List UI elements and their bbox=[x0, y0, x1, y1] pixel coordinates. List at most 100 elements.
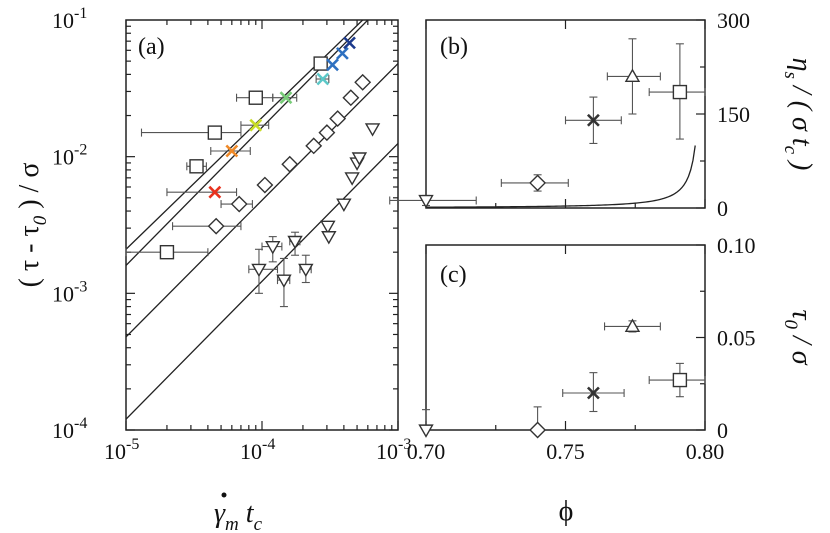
data-point-square bbox=[672, 372, 688, 388]
data-point-triangle-down bbox=[287, 235, 303, 250]
y-tick-label: 0.05 bbox=[717, 326, 756, 351]
panel-a-label: (a) bbox=[138, 34, 165, 60]
x-tick-exp: -3 bbox=[398, 436, 411, 453]
y-tick-exp: -2 bbox=[74, 142, 87, 159]
data-point-diamond bbox=[281, 155, 299, 173]
panel-c-plot-area: 0.70 0.75 0.800 0.05 0.10 bbox=[407, 233, 756, 464]
cross-stroke bbox=[326, 58, 339, 72]
data-point-cross bbox=[225, 144, 239, 158]
data-point-diamond bbox=[230, 195, 248, 213]
fit-line-4 bbox=[126, 142, 398, 420]
panel-c-x-axis-label: ϕ bbox=[559, 496, 574, 527]
panel-a-plot-area: 10-5 10-4 10-310-410-310-210-1 bbox=[52, 5, 411, 464]
data-point-cross bbox=[249, 118, 263, 132]
y-tick-label: 0 bbox=[717, 418, 728, 443]
y-tick-exp: -4 bbox=[74, 415, 87, 432]
data-point-triangle-up bbox=[624, 68, 641, 82]
x-label-sub-c: c bbox=[254, 514, 263, 533]
series-triangle-down-3 bbox=[248, 123, 381, 308]
fit-line-3 bbox=[126, 63, 398, 338]
data-point-triangle-down bbox=[364, 123, 381, 137]
cross-stroke bbox=[586, 113, 600, 127]
y-tick-label: 0 bbox=[717, 196, 728, 221]
panel-b-y-axis-label: ηs / ( σ tc ) bbox=[780, 58, 817, 171]
y-tick-base: 10 bbox=[52, 145, 74, 170]
data-point-cross bbox=[326, 58, 339, 72]
series-cross-7 bbox=[272, 91, 298, 105]
cross-stroke bbox=[279, 91, 293, 105]
eta-label-part-2: / ( σ t bbox=[786, 79, 817, 147]
gamma-dot bbox=[221, 492, 227, 498]
svg-text:( τ - τ0 ) / σ: ( τ - τ0 ) / σ bbox=[14, 163, 51, 288]
x-tick-base: 10 bbox=[104, 439, 126, 464]
data-point-diamond bbox=[329, 110, 347, 128]
y-tick-label: 300 bbox=[717, 8, 750, 33]
series-cross-4 bbox=[166, 185, 238, 199]
panel-a-x-axis-label: γm tc bbox=[214, 492, 263, 533]
y-tick-exp: -3 bbox=[74, 278, 87, 295]
eta-sub-s: s bbox=[780, 72, 801, 79]
series-cross-6 bbox=[240, 118, 270, 132]
y-tick-base: 10 bbox=[52, 418, 74, 443]
panel-c-y-axis-label: τ0 / σ bbox=[780, 309, 817, 365]
x-tick-base: 10 bbox=[240, 439, 262, 464]
eta-label: η bbox=[786, 58, 817, 72]
data-point-triangle-down bbox=[336, 198, 352, 212]
divergence-curve bbox=[425, 145, 696, 208]
data-point-diamond bbox=[207, 217, 225, 235]
data-point-diamond bbox=[354, 73, 372, 91]
cross-stroke bbox=[249, 118, 263, 132]
data-point-triangle-down bbox=[321, 231, 337, 245]
y-tick-exp: -1 bbox=[74, 5, 87, 22]
svg-text:ηs / ( σ tc ): ηs / ( σ tc ) bbox=[780, 58, 817, 171]
svg-text:γm tc: γm tc bbox=[214, 498, 263, 533]
panel-a-y-axis-label: ( τ - τ0 ) / σ bbox=[14, 163, 51, 288]
series-cross-10 bbox=[343, 36, 356, 50]
data-point-square bbox=[313, 56, 328, 71]
x-label-t: t bbox=[239, 498, 255, 529]
x-tick-label: 0.80 bbox=[686, 439, 725, 464]
y-label-sub-0: 0 bbox=[30, 215, 51, 225]
data-point-triangle-down bbox=[418, 194, 434, 209]
data-point-diamond bbox=[342, 89, 360, 107]
data-point-square bbox=[672, 84, 688, 100]
data-point-triangle-down bbox=[276, 274, 292, 288]
series-diamond-2 bbox=[172, 73, 372, 235]
y-tick-label: 10-4 bbox=[52, 415, 87, 443]
data-point-triangle-down bbox=[344, 172, 360, 186]
data-point-diamond bbox=[305, 137, 323, 155]
data-point-triangle-down bbox=[418, 424, 434, 438]
series-cross-5 bbox=[210, 144, 251, 158]
data-point-cross bbox=[586, 113, 600, 127]
y-label-part-2: ) / σ bbox=[14, 163, 45, 216]
data-point-square bbox=[189, 159, 204, 174]
data-point-triangle-down bbox=[265, 240, 281, 255]
data-point-triangle-down bbox=[251, 263, 267, 278]
cross-stroke bbox=[225, 144, 239, 158]
data-point-cross bbox=[335, 46, 349, 60]
y-tick-label: 0.10 bbox=[717, 233, 756, 258]
tau0-label-part-2: / σ bbox=[786, 329, 817, 366]
x-tick-label: 10-4 bbox=[240, 436, 275, 464]
y-tick-base: 10 bbox=[52, 281, 74, 306]
panel-b: 0 150 300 (b) ηs / ( σ tc ) bbox=[389, 8, 817, 221]
eta-sub-c: c bbox=[780, 146, 801, 155]
series-cross-8 bbox=[315, 72, 330, 86]
cross-stroke bbox=[208, 185, 222, 199]
x-tick-label: 0.70 bbox=[407, 439, 446, 464]
panel-b-plot-area: 0 150 300 bbox=[389, 8, 750, 221]
data-point-cross bbox=[279, 91, 293, 105]
x-tick-label: 10-3 bbox=[376, 436, 411, 464]
data-point-triangle-down bbox=[351, 152, 368, 166]
data-point-diamond bbox=[318, 124, 336, 142]
tau0-sub-0: 0 bbox=[780, 319, 801, 329]
series-square-1 bbox=[125, 56, 328, 260]
cross-stroke bbox=[335, 46, 349, 60]
cross-stroke bbox=[316, 72, 330, 86]
data-point-triangle-down bbox=[298, 263, 314, 278]
y-tick-label: 150 bbox=[717, 102, 750, 127]
panel-c-frame bbox=[425, 244, 706, 431]
data-point-diamond bbox=[529, 421, 547, 439]
